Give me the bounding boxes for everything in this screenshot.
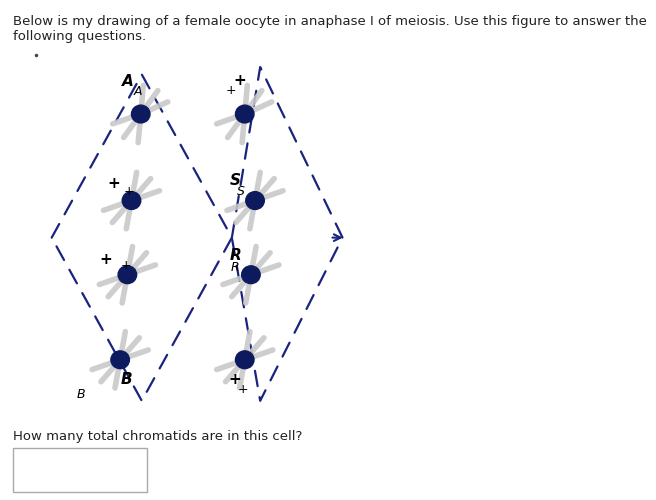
Text: +: + bbox=[234, 73, 246, 88]
Text: S: S bbox=[237, 185, 245, 198]
Text: +: + bbox=[107, 176, 120, 191]
Circle shape bbox=[118, 266, 136, 283]
Circle shape bbox=[241, 266, 260, 283]
Text: How many total chromatids are in this cell?: How many total chromatids are in this ce… bbox=[13, 430, 302, 444]
Text: R: R bbox=[230, 248, 241, 264]
Text: S: S bbox=[230, 174, 241, 188]
Text: +: + bbox=[226, 84, 237, 98]
Circle shape bbox=[236, 351, 254, 368]
Text: B: B bbox=[121, 372, 132, 387]
Text: B: B bbox=[77, 388, 85, 401]
Text: +: + bbox=[123, 185, 134, 198]
Text: +: + bbox=[99, 252, 112, 268]
Circle shape bbox=[122, 192, 141, 210]
Text: A: A bbox=[134, 86, 142, 98]
Text: +: + bbox=[237, 383, 248, 396]
Circle shape bbox=[131, 105, 150, 123]
Circle shape bbox=[236, 105, 254, 123]
Circle shape bbox=[111, 351, 129, 368]
Text: A: A bbox=[121, 74, 133, 90]
Text: +: + bbox=[228, 372, 241, 387]
Text: Below is my drawing of a female oocyte in anaphase I of meiosis. Use this figure: Below is my drawing of a female oocyte i… bbox=[13, 15, 647, 43]
FancyBboxPatch shape bbox=[13, 448, 147, 492]
Circle shape bbox=[246, 192, 264, 210]
Text: R: R bbox=[231, 261, 240, 274]
Text: +: + bbox=[121, 260, 132, 272]
